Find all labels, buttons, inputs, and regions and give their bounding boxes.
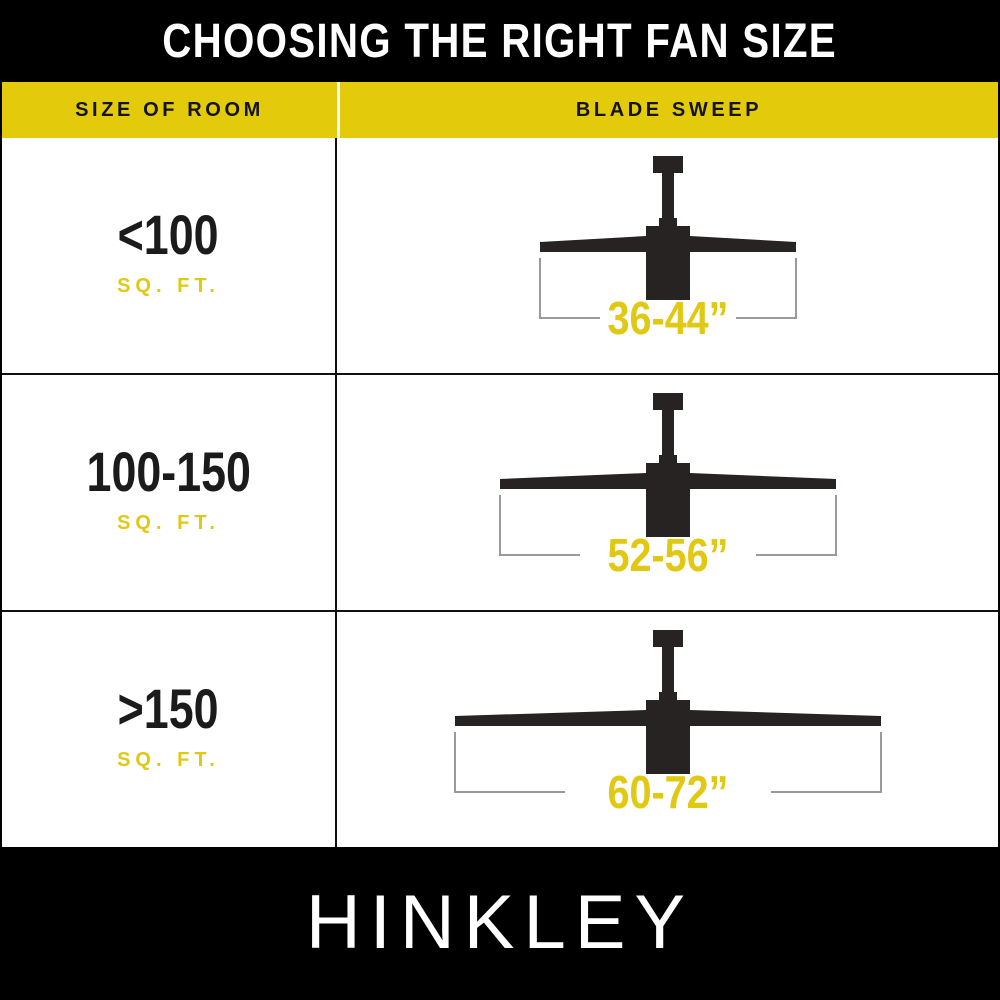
column-header-sweep-label: BLADE SWEEP [575,98,763,121]
title-bar: CHOOSING THE RIGHT FAN SIZE [2,2,998,82]
fan-downrod [661,647,674,699]
page-title: CHOOSING THE RIGHT FAN SIZE [162,15,838,68]
cell-blade-sweep: 52-56” [337,375,998,610]
fan-blade-left [539,236,646,252]
fan-downrod [661,410,674,462]
fan-motor-housing [645,463,690,537]
ceiling-fan-icon: 36-44” [538,156,797,345]
ceiling-fan-icon: 60-72” [453,630,882,819]
fan-canopy [652,393,683,410]
fan-diagram-wrapper: 52-56” [337,375,998,610]
cell-blade-sweep: 60-72” [337,612,998,847]
table-row: <100 SQ. FT. [2,138,998,375]
ceiling-fan-icon: 52-56” [498,393,837,582]
room-size-unit: SQ. FT. [117,749,220,771]
table-row: >150 SQ. FT. [2,612,998,847]
table-body: <100 SQ. FT. [2,138,998,847]
room-size-unit: SQ. FT. [117,275,220,297]
measurement-bracket [538,258,797,319]
column-header-room: SIZE OF ROOM [2,82,337,138]
fan-blade-right [689,236,796,252]
fan-downrod [661,173,674,225]
fan-diagram-wrapper: 60-72” [337,612,998,847]
fan-blade-left [499,473,646,489]
cell-room-size: 100-150 SQ. FT. [2,375,337,610]
fan-motor-housing [645,226,690,300]
fan-diagram-wrapper: 36-44” [337,138,998,373]
fan-canopy [652,630,683,647]
brand-logo-hinkley: HINKLEY [305,879,695,965]
room-size-value: <100 [118,203,219,266]
room-size-value: >150 [118,677,219,740]
column-header-sweep: BLADE SWEEP [337,82,998,138]
measurement-bracket [453,732,882,793]
measurement-bracket [498,495,837,556]
fan-blade-right [689,473,836,489]
table-header-band: SIZE OF ROOM BLADE SWEEP [2,82,998,138]
cell-room-size: >150 SQ. FT. [2,612,337,847]
fan-motor-housing [645,700,690,774]
column-header-room-label: SIZE OF ROOM [75,98,264,121]
blade-sweep-value: 60-72” [607,767,728,818]
cell-blade-sweep: 36-44” [337,138,998,373]
room-size-value: 100-150 [86,440,251,503]
table-row: 100-150 SQ. FT. [2,375,998,612]
footer-bar: HINKLEY [2,847,998,998]
cell-room-size: <100 SQ. FT. [2,138,337,373]
fan-canopy [652,156,683,173]
blade-sweep-value: 52-56” [607,530,728,581]
fan-blade-right [689,710,881,726]
room-size-unit: SQ. FT. [117,512,220,534]
fan-blade-left [454,710,646,726]
blade-sweep-value: 36-44” [607,293,728,344]
